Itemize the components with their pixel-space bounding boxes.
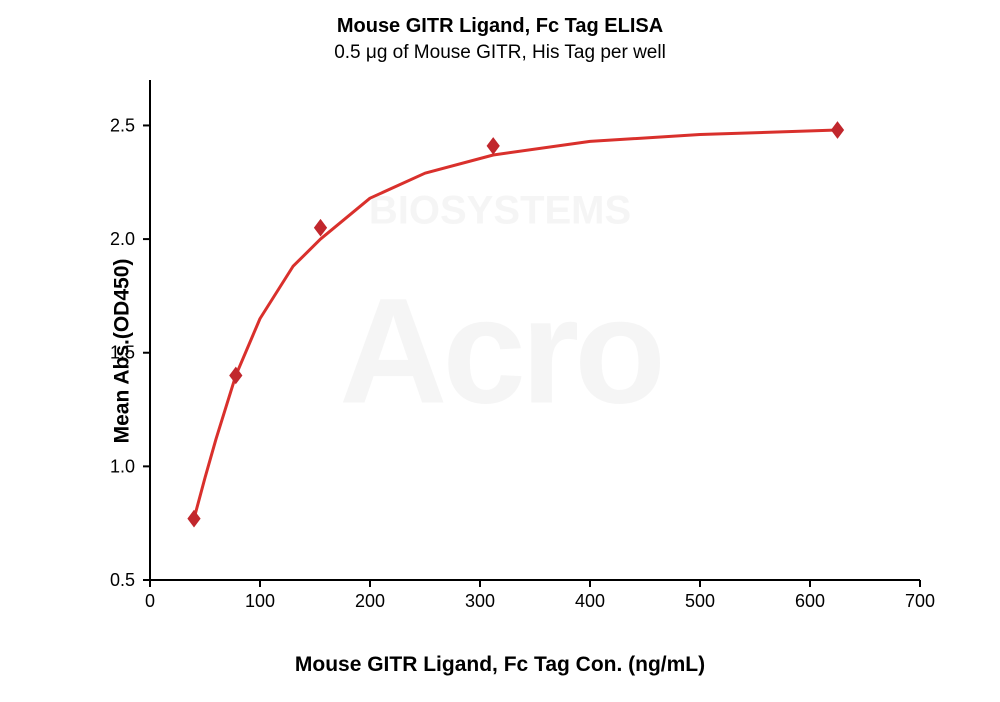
x-tick-label: 600 — [795, 591, 825, 611]
y-tick-label: 2.0 — [110, 229, 135, 249]
data-point-marker — [230, 367, 242, 383]
y-tick-label: 1.0 — [110, 456, 135, 476]
data-point-marker — [188, 511, 200, 527]
chart-svg: 0 100 200 300 400 500 600 700 0.5 1.0 1.5 2.0 2.5 — [0, 0, 1000, 702]
chart-container: BIOSYSTEMS Acro Mouse GITR Ligand, Fc Ta… — [0, 0, 1000, 702]
data-point-marker — [487, 138, 499, 154]
x-tick-label: 0 — [145, 591, 155, 611]
y-tick-label: 2.5 — [110, 115, 135, 135]
x-tick-label: 300 — [465, 591, 495, 611]
y-tick-label: 0.5 — [110, 570, 135, 590]
x-tick-label: 100 — [245, 591, 275, 611]
x-tick-label: 700 — [905, 591, 935, 611]
x-tick-label: 200 — [355, 591, 385, 611]
x-tick-label: 500 — [685, 591, 715, 611]
y-tick-label: 1.5 — [110, 343, 135, 363]
data-point-marker — [832, 122, 844, 138]
data-point-marker — [315, 220, 327, 236]
x-tick-label: 400 — [575, 591, 605, 611]
